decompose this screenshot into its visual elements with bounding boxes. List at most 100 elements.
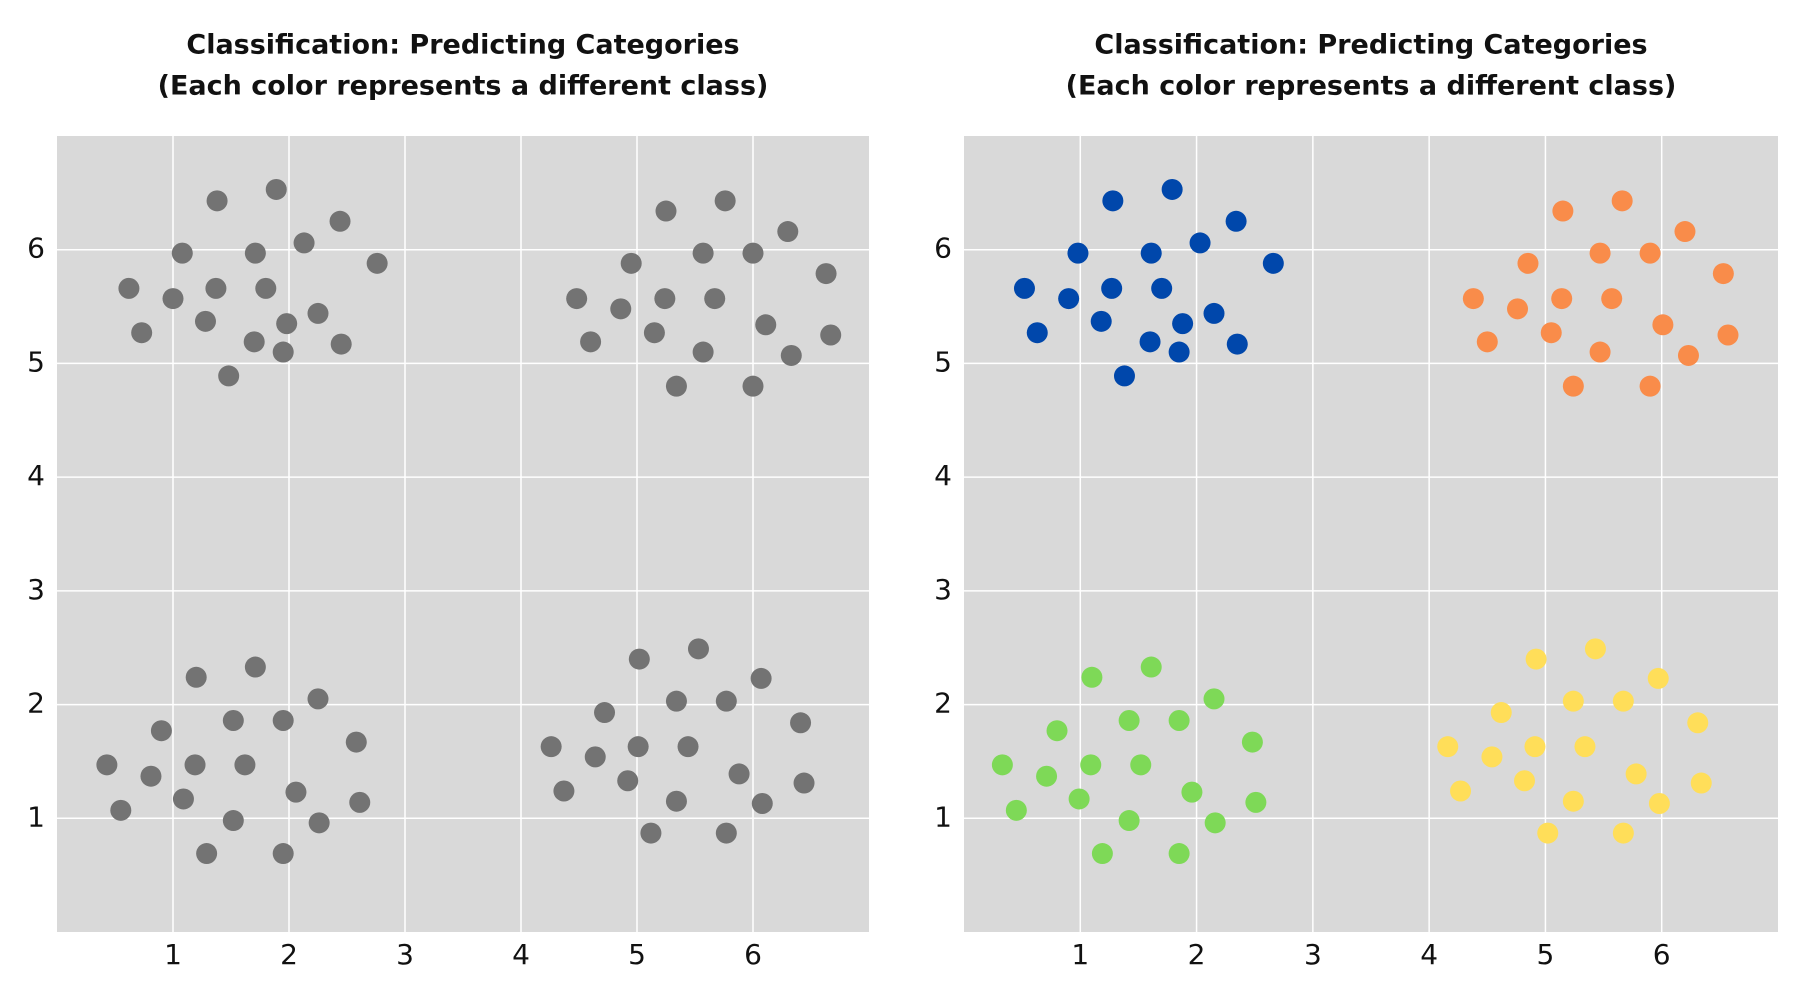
x-tick-label: 1 [164, 938, 182, 971]
point [751, 793, 773, 815]
point [1241, 731, 1263, 753]
point [366, 252, 388, 274]
point [1562, 690, 1584, 712]
point [627, 736, 649, 758]
point [244, 242, 266, 264]
x-tick-label: 4 [512, 938, 530, 971]
point [742, 242, 764, 264]
point [1091, 843, 1113, 865]
point [1118, 810, 1140, 832]
point [610, 298, 632, 320]
x-tick-label: 5 [628, 938, 646, 971]
x-tick-label: 6 [744, 938, 762, 971]
point [218, 365, 240, 387]
plot-area [964, 136, 1778, 932]
y-tick-label: 5 [934, 345, 952, 378]
point [1589, 242, 1611, 264]
point [1067, 242, 1089, 264]
point [1712, 263, 1734, 285]
point [171, 242, 193, 264]
point [185, 666, 207, 688]
point [1690, 772, 1712, 794]
point [654, 288, 676, 310]
x-tick-label: 5 [1537, 938, 1555, 971]
point [584, 746, 606, 768]
point [308, 812, 330, 834]
x-tick-label: 4 [1420, 938, 1438, 971]
point [1005, 799, 1027, 821]
point [1036, 765, 1058, 787]
point [244, 656, 266, 678]
point [1172, 313, 1194, 335]
y-tick-label: 6 [934, 232, 952, 265]
point [1204, 812, 1226, 834]
point [1139, 331, 1161, 353]
point [1140, 242, 1162, 264]
point [815, 263, 837, 285]
point [655, 200, 677, 222]
point [687, 638, 709, 660]
y-tick-label: 2 [27, 687, 45, 720]
point [617, 770, 639, 792]
point [1677, 344, 1699, 366]
point [1674, 221, 1696, 243]
point [272, 843, 294, 865]
x-tick-label: 3 [396, 938, 414, 971]
point [1652, 314, 1674, 336]
point [1574, 736, 1596, 758]
y-tick-label: 4 [27, 459, 45, 492]
point [1648, 793, 1670, 815]
point [1245, 791, 1267, 813]
point [172, 788, 194, 810]
point [1450, 780, 1472, 802]
point [349, 791, 371, 813]
point [1513, 770, 1535, 792]
point [1090, 310, 1112, 332]
point [255, 277, 277, 299]
point [1525, 648, 1547, 670]
point [1168, 709, 1190, 731]
y-tick-label: 6 [27, 232, 45, 265]
point [1490, 702, 1512, 724]
point [540, 736, 562, 758]
point [1168, 843, 1190, 865]
point [820, 324, 842, 346]
point [553, 780, 575, 802]
point [206, 190, 228, 212]
x-tick-label: 3 [1304, 938, 1322, 971]
point [580, 331, 602, 353]
point [1476, 331, 1498, 353]
chart-title: Classification: Predicting Categories [186, 30, 739, 61]
point [184, 754, 206, 776]
point [307, 302, 329, 324]
point [1639, 375, 1661, 397]
point [1203, 688, 1225, 710]
x-tick-label: 1 [1071, 938, 1089, 971]
point [222, 709, 244, 731]
point [715, 690, 737, 712]
chart-subtitle: (Each color represents a different class… [158, 71, 769, 102]
point [1102, 190, 1124, 212]
y-tick-label: 2 [934, 687, 952, 720]
y-tick-label: 5 [27, 345, 45, 378]
point [1118, 709, 1140, 731]
point [742, 375, 764, 397]
point [1562, 790, 1584, 812]
point [1601, 288, 1623, 310]
point [272, 709, 294, 731]
point [665, 375, 687, 397]
point [1226, 333, 1248, 355]
point [1717, 324, 1739, 346]
point [1537, 822, 1559, 844]
point [1225, 210, 1247, 232]
point [1262, 252, 1284, 274]
point [790, 712, 812, 734]
point [96, 754, 118, 776]
point [594, 702, 616, 724]
point [780, 344, 802, 366]
y-tick-label: 1 [934, 800, 952, 833]
point [1168, 341, 1190, 363]
x-tick-label: 2 [280, 938, 298, 971]
point [777, 221, 799, 243]
